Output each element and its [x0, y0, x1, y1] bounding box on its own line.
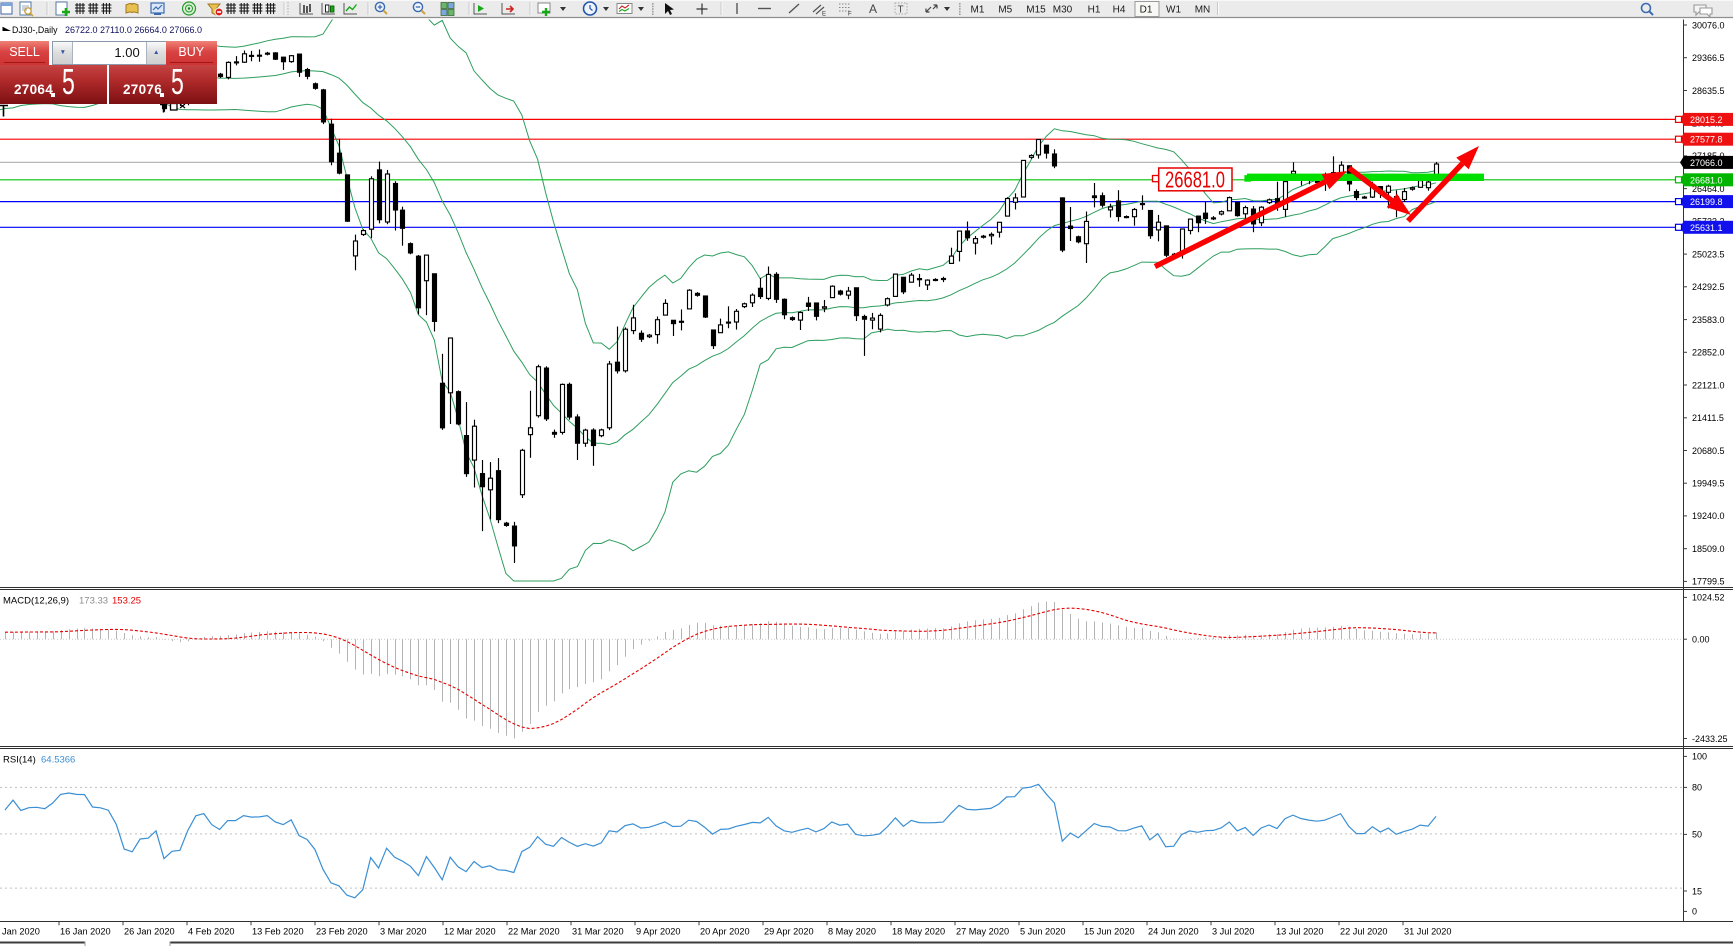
svg-text:26199.8: 26199.8: [1690, 197, 1723, 207]
svg-text:28635.5: 28635.5: [1692, 86, 1725, 96]
svg-text:15 Jun 2020: 15 Jun 2020: [1084, 926, 1135, 936]
svg-text:25631.1: 25631.1: [1690, 223, 1723, 233]
svg-text:20 Apr 2020: 20 Apr 2020: [700, 926, 750, 936]
svg-text:13 Feb 2020: 13 Feb 2020: [252, 926, 304, 936]
svg-text:M5: M5: [998, 5, 1012, 16]
svg-text:22 Mar 2020: 22 Mar 2020: [508, 926, 560, 936]
svg-text:31 Mar 2020: 31 Mar 2020: [572, 926, 624, 936]
svg-text:21411.5: 21411.5: [1692, 413, 1724, 423]
svg-text:26722.0 27110.0 26664.0 27066.: 26722.0 27110.0 26664.0 27066.0: [65, 25, 202, 35]
svg-text:12 Mar 2020: 12 Mar 2020: [444, 926, 496, 936]
svg-text:0.00: 0.00: [1692, 635, 1710, 645]
svg-text:16 Jan 2020: 16 Jan 2020: [60, 926, 111, 936]
svg-text:22852.0: 22852.0: [1692, 348, 1725, 358]
svg-text:173.33: 173.33: [79, 596, 108, 607]
svg-text:19240.0: 19240.0: [1692, 511, 1725, 521]
svg-text:4 Feb 2020: 4 Feb 2020: [188, 926, 235, 936]
svg-text:17799.5: 17799.5: [1692, 577, 1725, 587]
svg-text:3 Jul 2020: 3 Jul 2020: [1212, 926, 1254, 936]
svg-text:23 Feb 2020: 23 Feb 2020: [316, 926, 368, 936]
svg-text:50: 50: [1692, 830, 1702, 840]
svg-text:26 Jan 2020: 26 Jan 2020: [124, 926, 175, 936]
svg-text:30076.0: 30076.0: [1692, 20, 1725, 30]
svg-text:31 Jul 2020: 31 Jul 2020: [1404, 926, 1452, 936]
svg-text:0: 0: [1692, 907, 1697, 917]
svg-text:26464.0: 26464.0: [1692, 184, 1725, 194]
svg-text:26681.0: 26681.0: [1690, 175, 1723, 185]
svg-text:1024.52: 1024.52: [1692, 593, 1725, 603]
svg-text:24292.5: 24292.5: [1692, 282, 1725, 292]
svg-text:W1: W1: [1166, 5, 1181, 16]
svg-text:9 Apr 2020: 9 Apr 2020: [636, 926, 680, 936]
svg-text:22121.0: 22121.0: [1692, 380, 1725, 390]
svg-text:19949.5: 19949.5: [1692, 479, 1725, 489]
svg-text:15: 15: [1692, 886, 1702, 896]
svg-text:29 Apr 2020: 29 Apr 2020: [764, 926, 814, 936]
svg-text:20680.5: 20680.5: [1692, 446, 1725, 456]
svg-text:H4: H4: [1113, 5, 1126, 16]
svg-text:100: 100: [1692, 752, 1707, 762]
svg-text:H1: H1: [1088, 5, 1101, 16]
svg-text:5 Jun 2020: 5 Jun 2020: [1020, 926, 1065, 936]
svg-text:23583.0: 23583.0: [1692, 315, 1725, 325]
svg-text:M1: M1: [971, 5, 985, 16]
svg-text:25023.5: 25023.5: [1692, 249, 1725, 259]
svg-text:D1: D1: [1140, 5, 1153, 16]
svg-text:M30: M30: [1053, 5, 1073, 16]
svg-text:A: A: [869, 2, 877, 16]
svg-text:26681.0: 26681.0: [1165, 167, 1225, 193]
svg-text:27066.0: 27066.0: [1690, 158, 1723, 168]
svg-text:27577.8: 27577.8: [1690, 135, 1723, 145]
svg-text:18 May 2020: 18 May 2020: [892, 926, 945, 936]
svg-text:-2433.25: -2433.25: [1692, 734, 1728, 744]
svg-text:24 Jun 2020: 24 Jun 2020: [1148, 926, 1199, 936]
svg-text:80: 80: [1692, 783, 1702, 793]
svg-text:13 Jul 2020: 13 Jul 2020: [1276, 926, 1324, 936]
svg-text:T: T: [898, 5, 904, 16]
svg-text:RSI(14): RSI(14): [3, 755, 38, 766]
svg-text:153.25: 153.25: [112, 596, 141, 607]
svg-text:DJ30-,Daily: DJ30-,Daily: [12, 25, 58, 35]
svg-text:E: E: [822, 12, 826, 18]
svg-text:27 May 2020: 27 May 2020: [956, 926, 1009, 936]
svg-text:64.5366: 64.5366: [41, 755, 75, 766]
svg-text:F: F: [848, 12, 852, 18]
svg-text:3 Mar 2020: 3 Mar 2020: [380, 926, 426, 936]
svg-text:MN: MN: [1195, 5, 1211, 16]
svg-text:29366.5: 29366.5: [1692, 53, 1725, 63]
svg-text:22 Jul 2020: 22 Jul 2020: [1340, 926, 1388, 936]
svg-text:28015.2: 28015.2: [1690, 115, 1723, 125]
svg-text:MACD(12,26,9): MACD(12,26,9): [3, 596, 72, 607]
svg-text:18509.0: 18509.0: [1692, 544, 1725, 554]
svg-text:Jan 2020: Jan 2020: [2, 926, 40, 936]
svg-text:M15: M15: [1026, 5, 1046, 16]
svg-text:8 May 2020: 8 May 2020: [828, 926, 876, 936]
